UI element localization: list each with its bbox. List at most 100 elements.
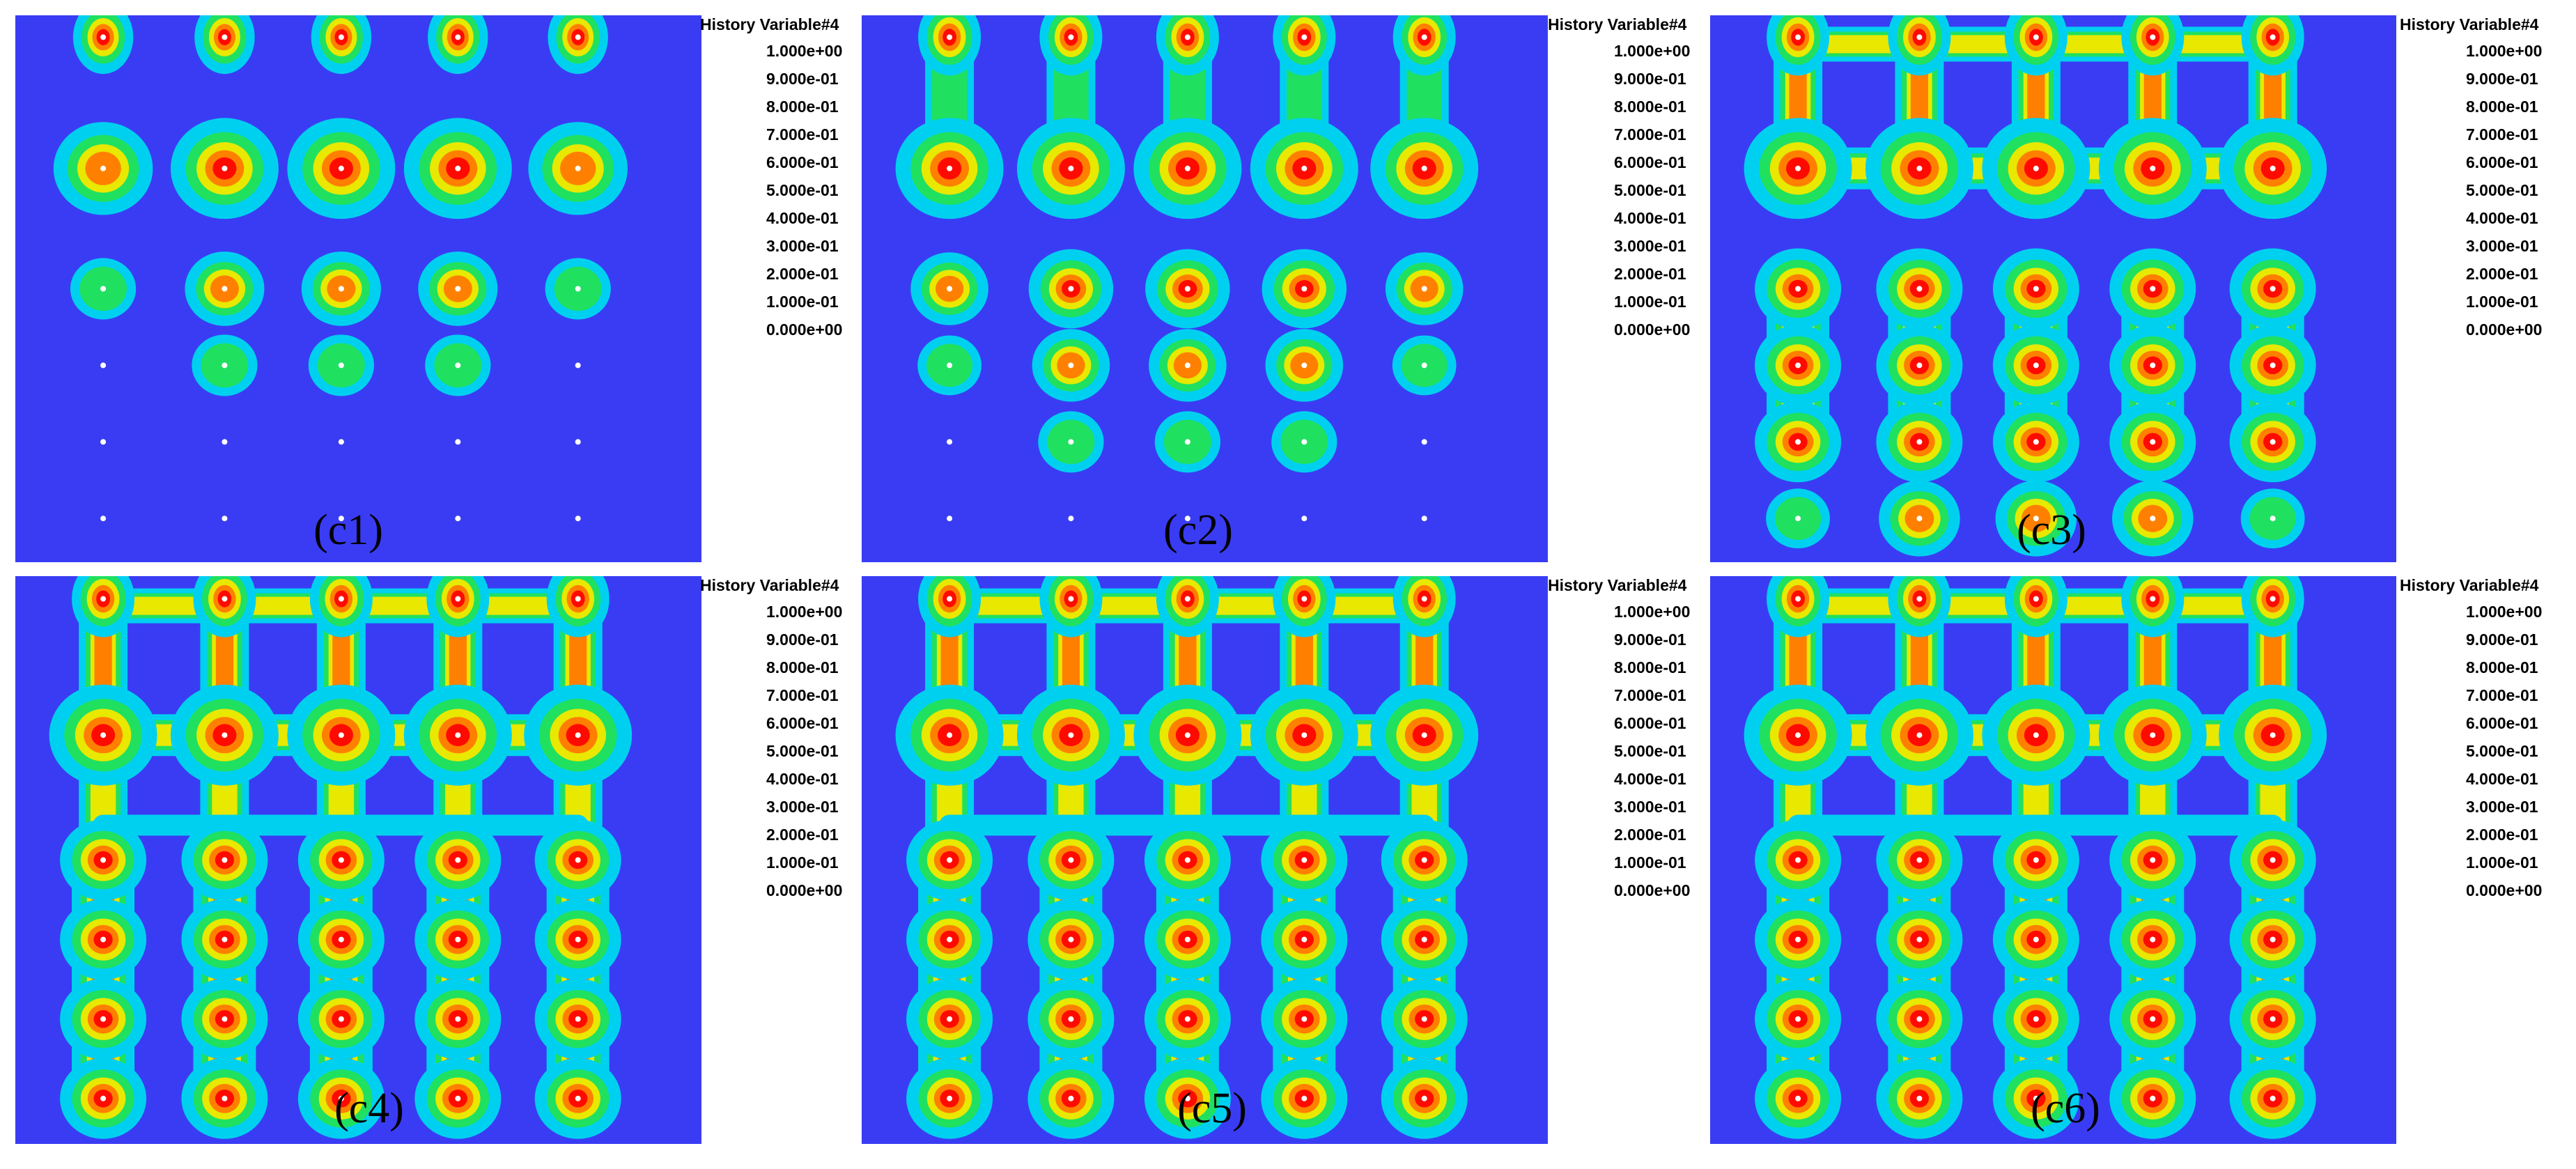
legend-tick-label: 5.000e-01 [766,742,839,760]
damage-zone [1027,899,1115,980]
damage-zone [1865,118,1973,219]
damage-zone [1888,15,1951,76]
legend-tick-label: 7.000e-01 [2466,686,2538,704]
damage-zone [2229,325,2316,406]
damage-zone [910,252,988,325]
node-marker [338,1095,344,1101]
legend-tick-label: 1.000e+00 [766,42,843,60]
damage-zone [2121,15,2185,76]
damage-zone [297,1058,385,1139]
node-marker [2269,1095,2276,1101]
contour-panel-6 [1710,576,2396,1144]
damage-zone [2098,684,2207,786]
node-marker [2033,34,2039,40]
legend-tick-label: 1.000e+00 [2466,42,2543,60]
damage-zone [918,576,981,637]
node-marker [2150,165,2156,171]
legend-tick-label: 8.000e-01 [1614,658,1686,676]
node-marker [1421,439,1427,445]
damage-zone [534,1058,621,1139]
legend-tick-label: 1.000e-01 [766,853,839,872]
legend-tick-label: 9.000e-01 [1614,70,1686,88]
damage-zone [1381,1058,1468,1139]
node-marker [1795,1016,1801,1022]
damage-zone [181,819,268,901]
node-marker [1184,165,1190,171]
damage-zone [1879,480,1960,557]
node-marker [1068,516,1074,522]
legend-tick-label: 0.000e+00 [2466,320,2543,339]
damage-zone [1370,684,1479,786]
damage-zone [2229,978,2316,1060]
damage-zone [181,1058,268,1139]
node-marker [1301,857,1308,863]
node-marker [455,1016,461,1022]
damage-zone [2229,248,2316,330]
damage-zone [194,15,255,75]
damage-zone [2098,118,2207,219]
node-marker [222,936,228,943]
legend-tick-label: 8.000e-01 [2466,658,2538,676]
legend-tick-label: 6.000e-01 [766,714,839,732]
node-marker [100,596,107,602]
node-marker [1916,936,1923,943]
node-marker [1421,1095,1427,1101]
node-marker [1184,34,1190,40]
node-marker [2150,286,2156,292]
node-marker [575,362,581,369]
damage-zone [1767,15,1830,76]
node-marker [338,439,344,445]
damage-zone [906,899,993,980]
damage-zone [403,118,512,219]
damage-zone [1767,576,1830,637]
damage-zone [534,819,621,901]
node-marker [1795,1095,1801,1101]
damage-zone [1992,819,2079,901]
node-marker [222,1016,228,1022]
damage-zone [548,15,608,75]
node-marker [947,516,953,522]
node-marker [2269,34,2276,40]
node-marker [1301,165,1308,171]
legend-tick-label: 5.000e-01 [2466,181,2538,199]
damage-zone [1766,488,1830,549]
node-marker [1068,286,1074,292]
legend-tick-label: 9.000e-01 [2466,70,2538,88]
damage-zone [1028,249,1114,329]
damage-zone [192,334,258,396]
damage-zone [1273,576,1336,637]
legend-tick-label: 7.000e-01 [1614,125,1686,144]
node-marker [1421,362,1427,369]
node-marker [100,165,107,171]
damage-zone [1392,15,1456,76]
damage-zone [1145,249,1230,329]
damage-zone [53,122,153,215]
node-marker [338,34,344,40]
node-marker [575,286,581,292]
damage-zone [72,576,135,637]
contour-panel-4 [15,576,701,1144]
damage-zone [2109,401,2196,483]
node-marker [455,286,461,292]
node-marker [100,857,107,863]
damage-zone [1744,684,1852,786]
damage-zone [1039,576,1103,637]
node-marker [1421,516,1427,522]
node-marker [2033,286,2039,292]
damage-zone [1995,480,2077,557]
damage-zone [906,1058,993,1139]
damage-zone [1133,118,1242,219]
damage-zone [2004,576,2067,637]
damage-zone [1265,329,1344,402]
damage-zone [418,251,498,326]
node-marker [455,936,461,943]
legend-tick-label: 1.000e+00 [1614,42,1691,60]
legend-tick-label: 6.000e-01 [1614,714,1686,732]
node-marker [338,516,344,522]
node-marker [1301,1095,1308,1101]
node-marker [1301,596,1308,602]
node-marker [1916,516,1923,522]
node-marker [338,857,344,863]
legend-title: History Variable#4 [700,576,839,594]
damage-zone [1755,819,1842,901]
